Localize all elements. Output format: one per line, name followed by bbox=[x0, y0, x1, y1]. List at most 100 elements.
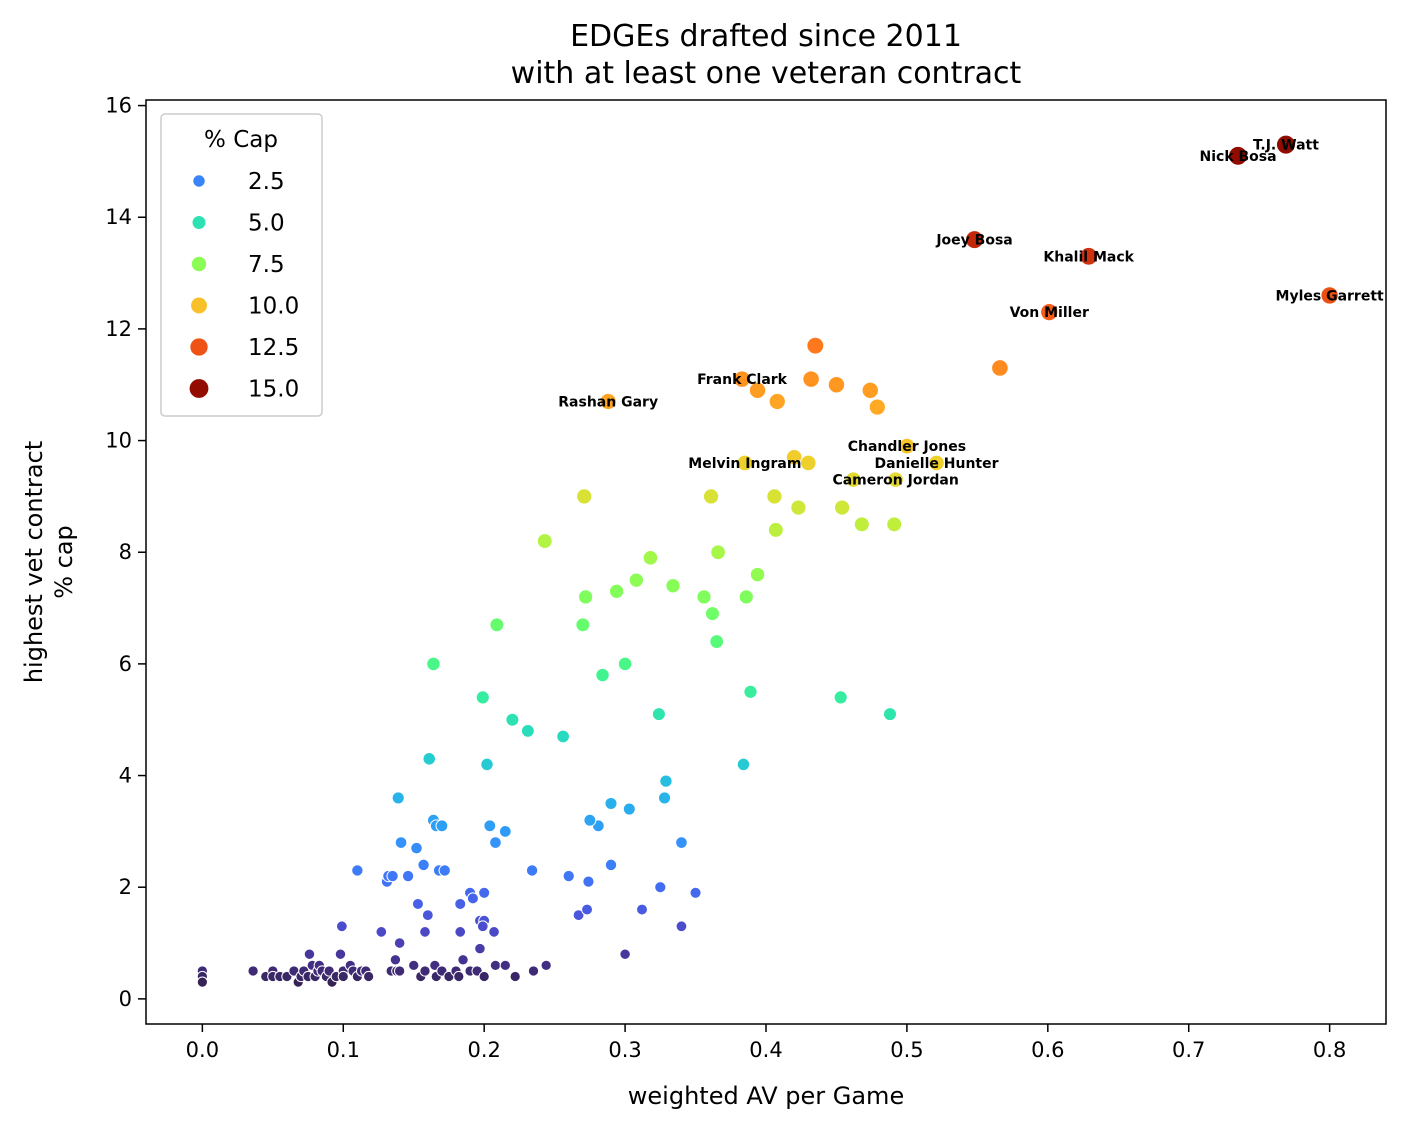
scatter-point bbox=[749, 566, 766, 583]
scatter-point bbox=[1040, 303, 1059, 322]
scatter-point bbox=[391, 791, 405, 805]
scatter-point bbox=[483, 819, 497, 833]
scatter-point bbox=[861, 381, 879, 400]
scatter-point bbox=[833, 690, 848, 705]
scatter-point bbox=[335, 920, 348, 933]
y-axis-label-line2: % cap bbox=[50, 525, 78, 599]
x-tick-label: 0.7 bbox=[1172, 1038, 1205, 1062]
scatter-point bbox=[386, 869, 399, 883]
scatter-point bbox=[520, 723, 535, 738]
scatter-point bbox=[393, 937, 406, 949]
scatter-point bbox=[651, 707, 666, 722]
scatter-point bbox=[475, 690, 490, 705]
scatter-point bbox=[247, 965, 259, 977]
scatter-point bbox=[401, 869, 415, 883]
scatter-point bbox=[394, 836, 408, 849]
scatter-point bbox=[657, 791, 672, 805]
plot-area bbox=[145, 99, 1387, 1025]
scatter-point bbox=[408, 959, 420, 972]
y-tick-label: 8 bbox=[119, 540, 132, 564]
scatter-point bbox=[478, 886, 491, 899]
player-label: Melvin Ingram bbox=[688, 456, 801, 472]
legend-label: 2.5 bbox=[248, 169, 285, 195]
x-tick-label: 0.2 bbox=[467, 1038, 500, 1062]
player-label: Nick Bosa bbox=[1200, 149, 1277, 165]
scatter-point bbox=[595, 667, 610, 683]
y-tick-label: 0 bbox=[119, 987, 132, 1011]
scatter-point bbox=[604, 796, 618, 810]
scatter-point bbox=[898, 437, 916, 455]
x-tick-label: 0.5 bbox=[890, 1038, 923, 1062]
scatter-point bbox=[736, 757, 751, 772]
scatter-point bbox=[426, 656, 441, 672]
legend-label: 5.0 bbox=[248, 211, 285, 237]
scatter-point bbox=[334, 948, 347, 960]
player-label: Joey Bosa bbox=[935, 233, 1012, 249]
scatter-point bbox=[410, 841, 423, 855]
player-label: Myles Garrett bbox=[1276, 288, 1384, 304]
scatter-point bbox=[489, 959, 502, 972]
scatter-point bbox=[965, 230, 985, 250]
scatter-point bbox=[419, 926, 431, 938]
y-tick-label: 4 bbox=[119, 764, 132, 788]
scatter-point bbox=[928, 454, 945, 472]
x-tick-label: 0.4 bbox=[749, 1038, 782, 1062]
y-tick-label: 12 bbox=[105, 317, 132, 341]
legend-marker bbox=[190, 338, 208, 356]
scatter-point bbox=[845, 471, 862, 488]
y-tick-label: 10 bbox=[105, 429, 132, 453]
scatter-point bbox=[799, 454, 817, 472]
scatter-point bbox=[654, 881, 667, 894]
scatter-point bbox=[702, 488, 720, 505]
legend-label: 7.5 bbox=[248, 252, 285, 278]
scatter-point bbox=[599, 392, 617, 411]
scatter-point bbox=[536, 533, 553, 549]
x-tick-label: 0.1 bbox=[327, 1038, 360, 1062]
scatter-point bbox=[608, 583, 625, 599]
scatter-point bbox=[785, 448, 803, 466]
scatter-point bbox=[363, 970, 375, 983]
scatter-point bbox=[636, 903, 648, 916]
scatter-point bbox=[556, 729, 570, 744]
scatter-point bbox=[887, 471, 904, 488]
x-tick-label: 0.0 bbox=[186, 1038, 219, 1062]
scatter-point bbox=[689, 886, 702, 899]
scatter-point bbox=[766, 488, 783, 505]
scatter-point bbox=[196, 976, 208, 988]
chart-title: EDGEs drafted since 2011 bbox=[570, 19, 962, 54]
scatter-point bbox=[337, 970, 349, 983]
x-axis-ticks: 0.0 0.1 0.2 0.3 0.4 0.5 0.6 0.7 0.8 bbox=[186, 1024, 1346, 1062]
scatter-point bbox=[991, 359, 1009, 377]
legend-marker bbox=[193, 175, 205, 187]
legend-marker bbox=[191, 297, 207, 314]
scatter-point bbox=[696, 589, 712, 605]
scatter-point bbox=[453, 970, 465, 983]
scatter-point bbox=[480, 757, 494, 772]
legend-box bbox=[160, 113, 323, 417]
player-label: Rashan Gary bbox=[558, 394, 658, 410]
scatter-point bbox=[575, 617, 591, 633]
player-label: Chandler Jones bbox=[848, 439, 966, 455]
y-tick-label: 14 bbox=[105, 205, 132, 229]
scatter-point bbox=[1079, 246, 1099, 266]
scatter-point bbox=[802, 370, 820, 388]
legend-entries: 2.5 5.0 7.5 10.0 12.5 15.0 bbox=[189, 169, 299, 403]
scatter-point bbox=[790, 499, 807, 516]
scatter-point bbox=[393, 965, 406, 977]
scatter-point bbox=[581, 903, 594, 916]
scatter-point bbox=[642, 549, 659, 566]
scatter-point bbox=[419, 965, 431, 977]
scatter-point bbox=[454, 897, 467, 910]
scatter-point bbox=[509, 970, 521, 983]
scatter-point bbox=[628, 572, 645, 588]
scatter-point bbox=[583, 813, 597, 827]
legend-label: 10.0 bbox=[248, 294, 299, 320]
scatter-point bbox=[827, 376, 846, 394]
scatter-point bbox=[578, 589, 594, 605]
player-label: Khalil Mack bbox=[1043, 249, 1134, 265]
scatter-point bbox=[303, 948, 316, 960]
legend-marker bbox=[192, 216, 206, 229]
legend-label: 12.5 bbox=[248, 335, 299, 361]
